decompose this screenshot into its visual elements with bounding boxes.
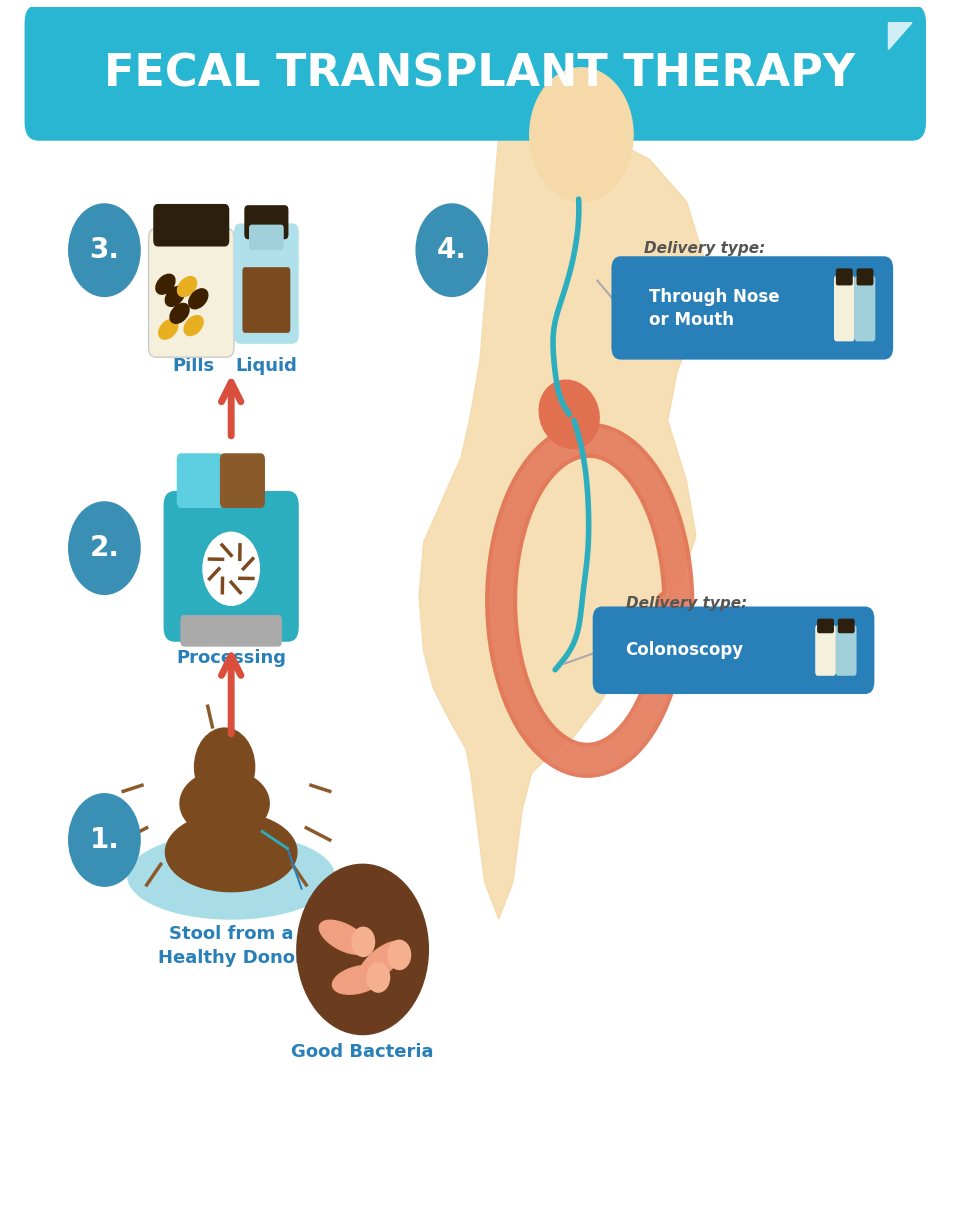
Ellipse shape	[165, 813, 297, 892]
Text: FECAL TRANSPLANT THERAPY: FECAL TRANSPLANT THERAPY	[105, 53, 855, 96]
Text: Delivery type:: Delivery type:	[626, 597, 747, 611]
Circle shape	[69, 502, 140, 594]
Ellipse shape	[184, 316, 204, 336]
Ellipse shape	[156, 274, 175, 294]
FancyBboxPatch shape	[243, 267, 290, 333]
Circle shape	[203, 533, 259, 605]
Ellipse shape	[358, 941, 404, 982]
Polygon shape	[419, 123, 706, 919]
FancyBboxPatch shape	[149, 229, 234, 357]
FancyBboxPatch shape	[817, 619, 834, 633]
FancyBboxPatch shape	[834, 276, 854, 342]
Circle shape	[530, 68, 633, 202]
FancyBboxPatch shape	[25, 5, 926, 140]
FancyBboxPatch shape	[244, 205, 288, 239]
FancyBboxPatch shape	[249, 225, 284, 250]
Ellipse shape	[178, 277, 197, 296]
Ellipse shape	[320, 920, 369, 954]
FancyBboxPatch shape	[563, 130, 602, 186]
Circle shape	[352, 927, 374, 957]
Ellipse shape	[189, 289, 207, 309]
FancyBboxPatch shape	[220, 454, 265, 508]
Text: 1.: 1.	[89, 827, 119, 854]
FancyBboxPatch shape	[856, 268, 874, 285]
Ellipse shape	[540, 380, 599, 449]
FancyBboxPatch shape	[838, 619, 854, 633]
FancyBboxPatch shape	[234, 224, 299, 344]
FancyBboxPatch shape	[815, 625, 836, 675]
Circle shape	[416, 204, 488, 296]
Text: Pills: Pills	[173, 357, 215, 375]
FancyBboxPatch shape	[592, 606, 875, 694]
Ellipse shape	[128, 834, 334, 919]
Circle shape	[195, 728, 254, 806]
Text: Delivery type:: Delivery type:	[644, 241, 765, 256]
Circle shape	[69, 204, 140, 296]
Ellipse shape	[158, 320, 178, 339]
FancyBboxPatch shape	[612, 256, 893, 359]
FancyBboxPatch shape	[854, 276, 876, 342]
FancyBboxPatch shape	[154, 204, 229, 246]
Text: 3.: 3.	[89, 236, 119, 264]
Text: 2.: 2.	[89, 534, 119, 562]
FancyBboxPatch shape	[163, 491, 299, 642]
Ellipse shape	[170, 304, 189, 323]
Text: Good Bacteria: Good Bacteria	[292, 1043, 434, 1061]
Text: Liquid: Liquid	[235, 357, 297, 375]
Circle shape	[367, 963, 390, 993]
Ellipse shape	[332, 966, 383, 994]
Circle shape	[69, 793, 140, 886]
Text: Processing: Processing	[177, 649, 286, 667]
Ellipse shape	[180, 770, 269, 836]
Circle shape	[297, 865, 428, 1034]
FancyBboxPatch shape	[180, 615, 282, 647]
Ellipse shape	[165, 287, 184, 306]
FancyBboxPatch shape	[177, 454, 224, 508]
FancyBboxPatch shape	[836, 625, 856, 675]
Text: Through Nose
or Mouth: Through Nose or Mouth	[649, 289, 780, 328]
FancyBboxPatch shape	[836, 268, 852, 285]
Polygon shape	[888, 22, 912, 49]
Circle shape	[388, 940, 411, 969]
Text: Stool from a
Healthy Donor: Stool from a Healthy Donor	[158, 925, 304, 967]
Text: 4.: 4.	[437, 236, 467, 264]
Text: Colonoscopy: Colonoscopy	[626, 641, 744, 659]
